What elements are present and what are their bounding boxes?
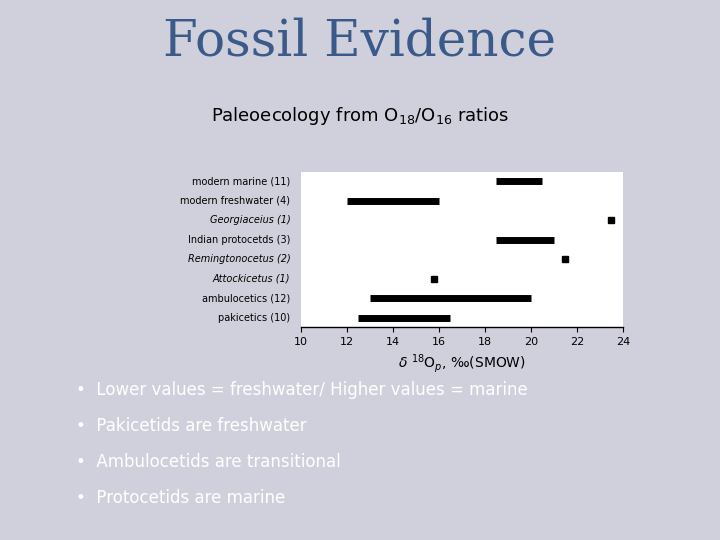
Text: Fossil Evidence: Fossil Evidence [163,17,557,66]
Text: •  Protocetids are marine: • Protocetids are marine [76,489,285,508]
Text: Attockicetus (1): Attockicetus (1) [213,274,290,284]
Text: •  Pakicetids are freshwater: • Pakicetids are freshwater [76,417,307,435]
Text: ambulocetics (12): ambulocetics (12) [202,293,290,303]
Text: Paleoecology from O$_{18}$/O$_{16}$ ratios: Paleoecology from O$_{18}$/O$_{16}$ rati… [211,105,509,126]
Text: Indian protocetds (3): Indian protocetds (3) [188,235,290,245]
Text: Georgiaceius (1): Georgiaceius (1) [210,215,290,225]
Text: pakicetics (10): pakicetics (10) [218,313,290,322]
X-axis label: $\delta$ $^{18}$O$_p$, ‰(SMOW): $\delta$ $^{18}$O$_p$, ‰(SMOW) [398,353,526,375]
Text: Remingtonocetus (2): Remingtonocetus (2) [188,254,290,264]
Text: •  Lower values = freshwater/ Higher values = marine: • Lower values = freshwater/ Higher valu… [76,381,528,399]
Text: •  Ambulocetids are transitional: • Ambulocetids are transitional [76,453,341,471]
Text: modern marine (11): modern marine (11) [192,177,290,186]
Text: modern freshwater (4): modern freshwater (4) [181,196,290,206]
